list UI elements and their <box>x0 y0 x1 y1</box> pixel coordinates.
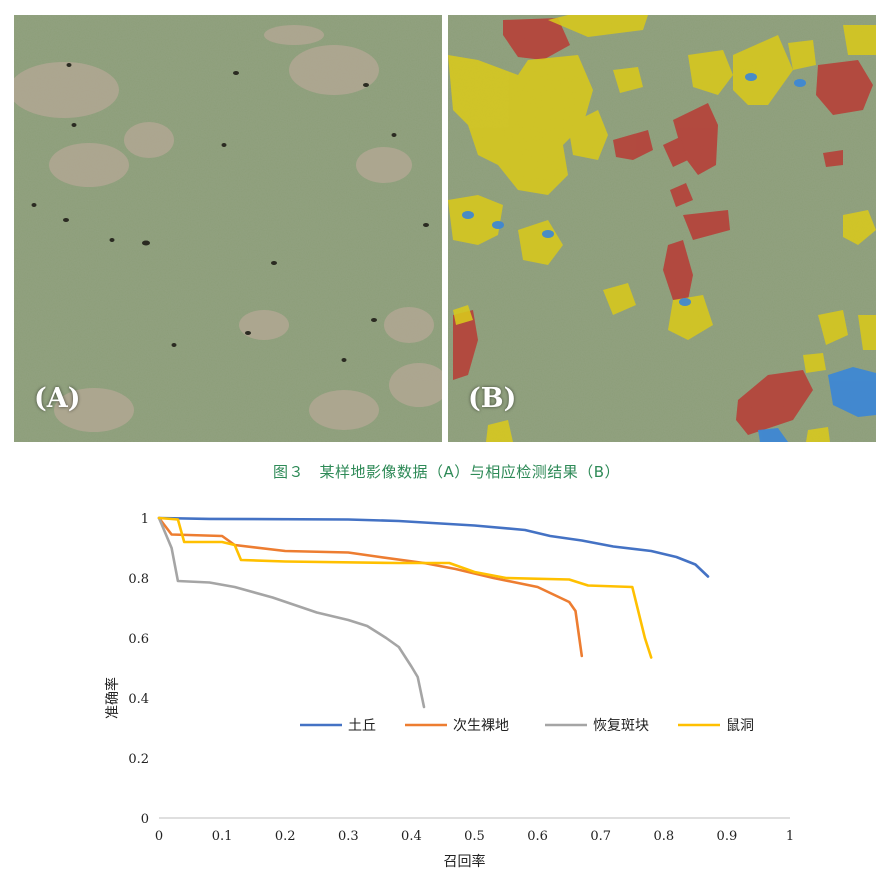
x-tick-label: 0.9 <box>717 829 738 844</box>
series-line <box>157 516 426 709</box>
y-tick-labels: 0 0.2 0.4 0.6 0.8 1 <box>128 512 149 827</box>
aerial-image-a-drawing <box>14 15 442 442</box>
x-tick-label: 0.7 <box>590 829 611 844</box>
mound-detections <box>453 18 873 435</box>
aerial-image-a: (A) <box>14 15 442 442</box>
precision-recall-chart: 0 0.2 0.4 0.6 0.8 1 0 0.1 0.2 0.3 0.4 0.5 0.6 0.7 0.8… <box>95 500 795 880</box>
panel-a-label: (A) <box>34 383 81 414</box>
x-axis-title: 召回率 <box>444 853 486 870</box>
panel-b-label: (B) <box>468 383 517 414</box>
series-line <box>157 516 653 659</box>
x-tick-labels: 0 0.1 0.2 0.3 0.4 0.5 0.6 0.7 0.8 0.9 1 <box>155 829 794 844</box>
y-tick-label: 0.2 <box>128 752 149 767</box>
detection-image-b: (B) <box>448 15 876 442</box>
burrow-detections <box>462 73 876 442</box>
series-line <box>157 516 584 658</box>
y-axis-title: 准确率 <box>104 677 121 719</box>
y-tick-label: 1 <box>141 512 149 527</box>
legend-label: 土丘 <box>348 718 376 734</box>
series-lines <box>157 516 710 709</box>
legend-label: 鼠洞 <box>726 718 754 734</box>
x-tick-label: 1 <box>786 829 794 844</box>
y-tick-label: 0.8 <box>128 572 149 587</box>
x-tick-label: 0 <box>155 829 163 844</box>
chart-legend: 土丘 次生裸地 恢复斑块 鼠洞 <box>300 717 754 734</box>
y-tick-label: 0.4 <box>128 692 149 707</box>
x-tick-label: 0.8 <box>653 829 674 844</box>
series-line <box>157 516 710 578</box>
x-tick-label: 0.2 <box>275 829 296 844</box>
bare-patch-detections <box>448 15 876 442</box>
x-tick-label: 0.3 <box>338 829 359 844</box>
legend-label: 次生裸地 <box>453 718 509 734</box>
y-tick-label: 0 <box>141 812 149 827</box>
y-tick-label: 0.6 <box>128 632 149 647</box>
x-tick-label: 0.6 <box>527 829 548 844</box>
x-tick-label: 0.4 <box>401 829 422 844</box>
legend-label: 恢复斑块 <box>593 717 649 734</box>
chart-canvas: 0 0.2 0.4 0.6 0.8 1 0 0.1 0.2 0.3 0.4 0.5 0.6 0.7 0.8… <box>95 500 795 880</box>
detection-image-b-drawing <box>448 15 876 442</box>
x-tick-label: 0.1 <box>212 829 233 844</box>
x-tick-label: 0.5 <box>464 829 485 844</box>
figure-caption: 图３ 某样地影像数据（A）与相应检测结果（B） <box>272 463 621 481</box>
